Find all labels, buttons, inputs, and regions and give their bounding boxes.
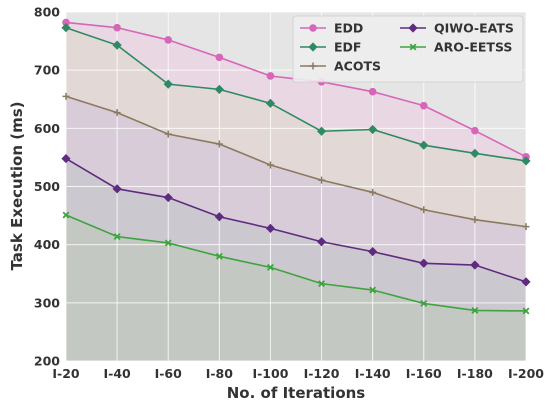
point-aro-eetss: [113, 233, 121, 240]
band-qiwo-eats: [66, 158, 526, 311]
y-tick-label: 700: [34, 63, 60, 78]
y-tick-label: 300: [34, 295, 60, 310]
point-edf: [265, 98, 276, 108]
point-edf: [368, 124, 378, 135]
point-edf: [61, 23, 71, 33]
point-acots: [318, 176, 326, 184]
legend-marker: [309, 62, 317, 70]
point-qiwo-eats: [163, 192, 173, 203]
point-aro-eetss: [62, 211, 70, 219]
band-edd: [66, 22, 526, 161]
point-edd: [368, 87, 377, 96]
y-axis-ticks: 200 300 400 500 600 700 800: [34, 5, 60, 369]
point-edf: [316, 126, 327, 136]
point-acots: [215, 140, 223, 148]
y-tick-label: 600: [34, 121, 60, 136]
legend-entry-edd: EDD: [300, 21, 363, 36]
point-edd: [471, 126, 479, 135]
point-edf: [112, 40, 122, 50]
y-axis-title: Task Execution (ms): [8, 102, 26, 271]
point-acots: [62, 92, 70, 100]
band-fills: [66, 22, 526, 361]
legend-marker: [309, 24, 317, 32]
point-aro-eetss: [420, 299, 428, 307]
legend-marker: [308, 42, 318, 52]
legend-label: ARO-EETSS: [434, 40, 512, 55]
point-qiwo-eats: [265, 223, 276, 233]
point-acots: [164, 130, 172, 138]
legend-entry-edf: EDF: [300, 40, 361, 55]
point-aro-eetss: [369, 286, 377, 294]
point-acots: [471, 216, 479, 224]
point-aro-eetss: [267, 263, 274, 271]
band-acots: [66, 96, 526, 282]
point-edd: [62, 18, 70, 27]
legend-label: QIWO-EATS: [434, 21, 514, 36]
point-qiwo-eats: [214, 212, 224, 222]
point-edd: [164, 36, 173, 44]
point-qiwo-eats: [316, 237, 327, 247]
point-edf: [521, 156, 531, 166]
legend-entry-aro-eetss: ARO-EETSS: [400, 40, 512, 55]
y-tick-label: 400: [34, 237, 60, 252]
legend-label: EDD: [334, 21, 363, 36]
point-qiwo-eats: [61, 153, 71, 164]
y-tick-label: 500: [34, 179, 60, 194]
line-aro-eetss: [65, 214, 527, 312]
point-edf: [163, 79, 173, 89]
point-aro-eetss: [164, 239, 172, 247]
x-axis-ticks: I-20 I-40 I-60 I-80 I-100 I-120 I-140 I-160 I-18…: [52, 366, 544, 381]
point-edf: [470, 148, 480, 158]
point-edf: [214, 84, 224, 94]
x-tick-label: I-60: [155, 366, 183, 381]
legend-entry-acots: ACOTS: [300, 59, 381, 74]
point-edd: [215, 53, 224, 62]
band-aro-eetss: [66, 215, 526, 361]
y-tick-label: 800: [34, 5, 60, 20]
point-qiwo-eats: [521, 277, 531, 287]
point-edd: [419, 101, 428, 110]
legend-marker: [409, 43, 417, 51]
x-tick-label: I-140: [355, 366, 391, 381]
legend-entry-qiwo-eats: QIWO-EATS: [400, 21, 514, 36]
x-tick-label: I-200: [508, 366, 544, 381]
point-edd: [266, 72, 275, 80]
legend-label: ACOTS: [334, 59, 381, 74]
point-acots: [113, 109, 121, 117]
legend-label: EDF: [334, 40, 361, 55]
point-aro-eetss: [318, 280, 325, 288]
legend-marker: [408, 23, 418, 33]
point-edd: [113, 23, 121, 32]
point-aro-eetss: [522, 307, 530, 315]
point-acots: [420, 206, 428, 214]
x-tick-label: I-160: [406, 366, 442, 381]
x-tick-label: I-40: [103, 366, 131, 381]
legend: EDD EDF ACOTS QIWO-EATS ARO-EETSS: [292, 15, 524, 83]
x-tick-label: I-180: [457, 366, 493, 381]
point-qiwo-eats: [112, 184, 122, 194]
line-acots: [65, 95, 527, 228]
x-axis-title: No. of Iterations: [227, 384, 366, 402]
point-qiwo-eats: [419, 258, 429, 268]
band-edf: [66, 27, 526, 227]
x-tick-label: I-100: [252, 366, 288, 381]
y-tick-label: 200: [34, 354, 60, 369]
line-qiwo-eats: [65, 157, 527, 283]
x-tick-label: I-120: [304, 366, 340, 381]
point-acots: [266, 161, 274, 169]
point-aro-eetss: [215, 252, 223, 260]
point-acots: [369, 188, 377, 196]
point-edf: [419, 140, 429, 150]
point-qiwo-eats: [470, 260, 480, 270]
x-tick-label: I-80: [206, 366, 234, 381]
legend-box: [292, 15, 524, 83]
point-acots: [522, 223, 530, 231]
x-tick-label: I-20: [52, 366, 80, 381]
line-edf: [65, 26, 527, 162]
point-aro-eetss: [471, 306, 479, 314]
point-qiwo-eats: [368, 247, 378, 257]
